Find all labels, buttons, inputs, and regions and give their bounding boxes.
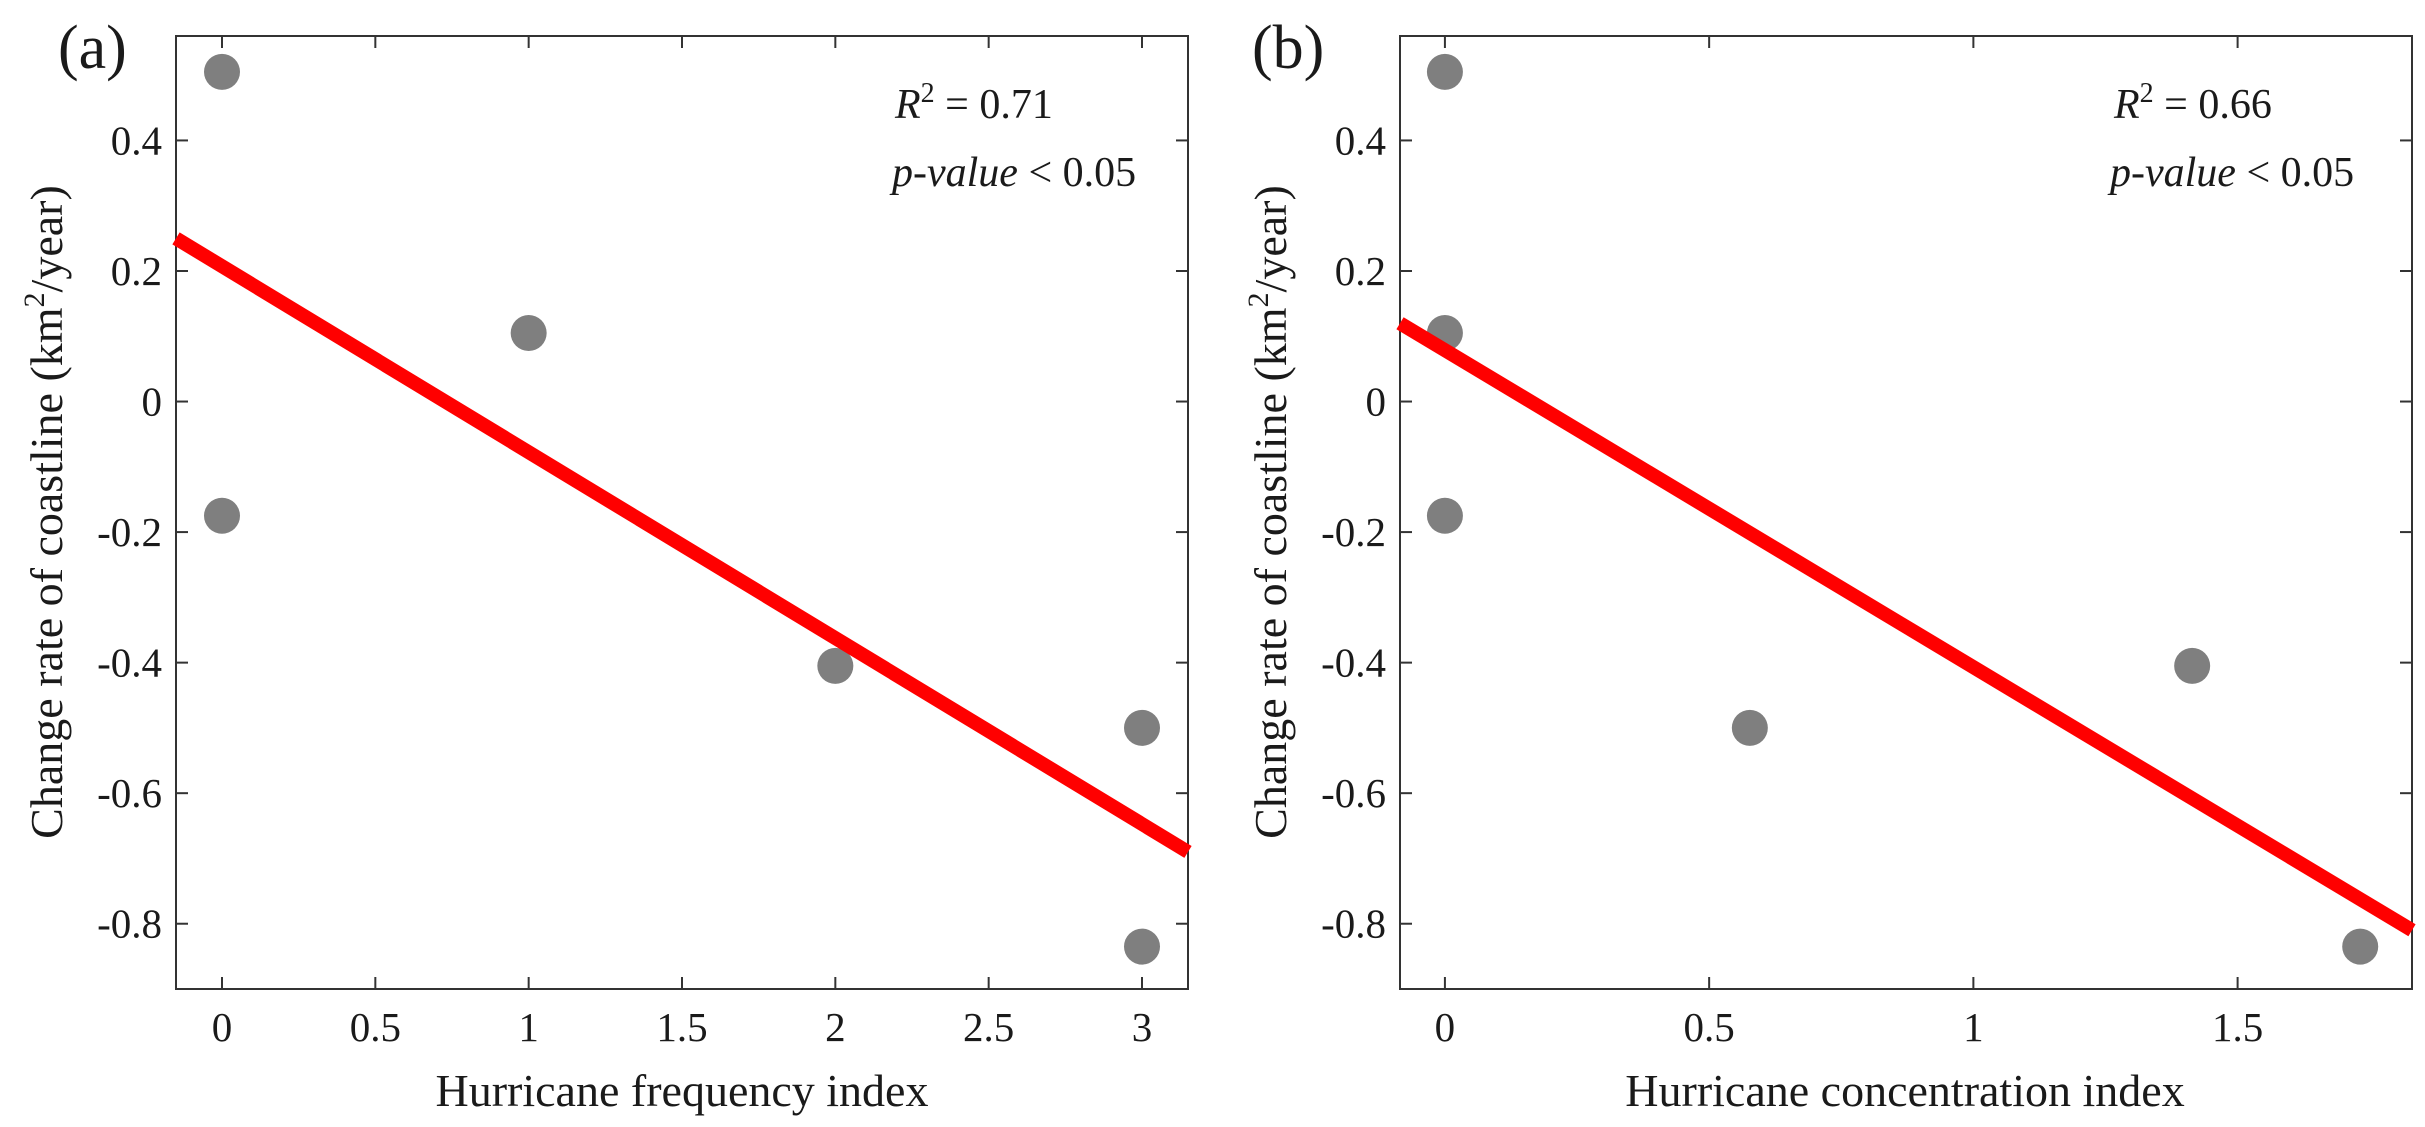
panel-b-plot-frame: [1399, 35, 2413, 990]
panel-a-x-axis-label: Hurricane frequency index: [436, 1065, 929, 1116]
y-tick-label: -0.6: [97, 770, 162, 816]
panel-a-r2-exponent: 2: [921, 78, 935, 109]
x-tick-label: 3: [1132, 1004, 1153, 1050]
data-point: [1731, 709, 1768, 746]
panel-a-fit-line: [172, 232, 1192, 858]
y-tick-label: -0.2: [1321, 509, 1386, 555]
panel-a-r2-symbol: R: [894, 82, 921, 128]
data-point: [204, 53, 240, 90]
panel-a-p-label: p-value: [889, 150, 1018, 196]
y-tick-label: -0.4: [97, 640, 162, 686]
panel-a-points: [204, 53, 1160, 965]
panel-b-fit-line: [1396, 317, 2416, 937]
x-tick-label: 1: [518, 1004, 539, 1050]
panel-b-ticks: [1400, 36, 2412, 989]
panel-b-y-axis-label: Change rate of coastline (km2/year): [1242, 185, 1296, 839]
panel-b-points: [1426, 53, 2379, 965]
data-point: [1124, 928, 1160, 965]
panel-a-p-value: < 0.05: [1018, 150, 1136, 196]
panel-a-r2-value: = 0.71: [935, 82, 1053, 128]
y-tick-label: -0.2: [97, 509, 162, 555]
x-tick-label: 0.5: [1684, 1004, 1735, 1050]
panel-a-label: (a): [58, 14, 127, 82]
panel-b-ytick-labels: 0.4 0.2 0 -0.2 -0.4 -0.6 -0.8: [1321, 117, 1386, 946]
panel-b-r2-text: R2 = 0.66: [2113, 78, 2272, 128]
data-point: [2174, 647, 2211, 684]
y-tick-label: 0.2: [1335, 248, 1386, 294]
y-tick-label: 0.4: [1335, 117, 1386, 163]
y-tick-label: 0.4: [111, 117, 162, 163]
data-point: [1426, 497, 1463, 534]
panel-b-xtick-labels: 0 0.5 1 1.5: [1435, 1004, 2264, 1050]
panel-b-r2-symbol: R: [2113, 82, 2140, 128]
x-tick-label: 0: [1435, 1004, 1456, 1050]
panel-b-r2-value: = 0.66: [2154, 82, 2272, 128]
panel-b-y-label-main: Change rate of coastline (km: [1245, 307, 1296, 839]
data-point: [204, 497, 240, 534]
panel-a-ticks: [176, 36, 1188, 989]
x-tick-label: 2.5: [963, 1004, 1014, 1050]
y-tick-label: 0.2: [111, 248, 162, 294]
y-tick-label: -0.4: [1321, 640, 1386, 686]
panel-b-p-value: < 0.05: [2236, 150, 2354, 196]
y-tick-label: -0.6: [1321, 770, 1386, 816]
y-tick-label: 0: [1366, 379, 1387, 425]
panel-b-r2-exponent: 2: [2140, 78, 2154, 109]
panel-a-y-axis-label: Change rate of coastline (km2/year): [18, 185, 72, 839]
panel-b-label: (b): [1252, 14, 1324, 82]
x-tick-label: 2: [825, 1004, 846, 1050]
data-point: [510, 314, 547, 351]
y-tick-label: -0.8: [1321, 901, 1386, 947]
panel-a-xtick-labels: 0 0.5 1 1.5 2 2.5 3: [212, 1004, 1153, 1050]
y-tick-label: 0: [142, 379, 163, 425]
x-tick-label: 0: [212, 1004, 233, 1050]
panel-a-y-label-tail: /year): [21, 185, 72, 292]
x-tick-label: 1.5: [2212, 1004, 2263, 1050]
y-tick-label: -0.8: [97, 901, 162, 947]
panel-a-r2-text: R2 = 0.71: [894, 78, 1053, 128]
data-point: [2342, 928, 2379, 965]
panel-b-x-axis-label: Hurricane concentration index: [1625, 1065, 2184, 1116]
x-tick-label: 1.5: [656, 1004, 707, 1050]
data-point: [1426, 53, 1463, 90]
panel-b-y-label-sup: 2: [1242, 292, 1275, 307]
panel-a-y-label-main: Change rate of coastline (km: [21, 307, 72, 839]
x-tick-label: 1: [1963, 1004, 1984, 1050]
panel-a-ytick-labels: 0.4 0.2 0 -0.2 -0.4 -0.6 -0.8: [97, 117, 162, 946]
data-point: [1124, 709, 1160, 746]
panel-a-y-label-sup: 2: [18, 292, 51, 307]
panel-b: (b) 0.4 0.2 0 -0.2 -0.4 -0.6 -0.8 0 0.5 1 1.5 R2 …: [1242, 14, 2416, 1116]
panel-b-p-label: p-value: [2107, 150, 2236, 196]
panel-a-plot-frame: [175, 35, 1189, 990]
panel-b-y-label-tail: /year): [1245, 185, 1296, 292]
x-tick-label: 0.5: [350, 1004, 401, 1050]
panel-a: (a) 0.4 0.2 0 -0.2 -0.4 -0.6 -0.8 0 0.5 1 1.5 2 2.5…: [18, 14, 1192, 1116]
panel-b-p-text: p-value < 0.05: [2107, 150, 2354, 196]
data-point: [817, 647, 854, 684]
panel-a-p-text: p-value < 0.05: [889, 150, 1136, 196]
